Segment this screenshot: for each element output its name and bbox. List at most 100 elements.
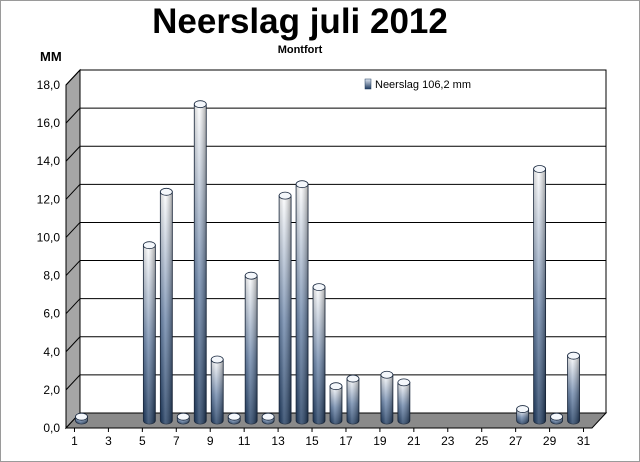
bar xyxy=(193,100,207,425)
bar-top xyxy=(567,351,580,360)
x-tick-label: 13 xyxy=(271,434,285,448)
bar-top xyxy=(210,355,224,364)
bar-top xyxy=(346,374,360,383)
y-tick-label: 8,0 xyxy=(43,269,60,283)
legend: Neerslag 106,2 mm xyxy=(364,78,471,91)
y-tick-label: 4,0 xyxy=(43,345,60,359)
bar-top xyxy=(533,165,547,173)
bar-shade xyxy=(143,245,156,424)
legend-label: Neerslag 106,2 mm xyxy=(375,79,471,91)
bar-top xyxy=(295,180,309,189)
y-tick-label: 0,0 xyxy=(43,421,60,435)
bar-shade xyxy=(211,359,224,424)
bar-shade xyxy=(245,275,258,424)
x-tick-label: 5 xyxy=(139,434,146,448)
x-tick-label: 25 xyxy=(475,434,489,448)
grid-line xyxy=(65,69,81,86)
x-tick-label: 31 xyxy=(577,434,591,448)
bar-top xyxy=(142,241,156,250)
bar-shade xyxy=(313,287,326,424)
y-tick-label: 6,0 xyxy=(43,307,60,321)
bar-shade xyxy=(160,191,173,424)
bar xyxy=(210,355,224,425)
bar-shade xyxy=(567,355,580,424)
y-tick-label: 2,0 xyxy=(43,383,60,397)
grid-line xyxy=(65,222,81,238)
bar-top xyxy=(176,412,190,421)
x-tick-label: 17 xyxy=(339,434,353,448)
bar-top xyxy=(159,187,173,196)
bar-shade xyxy=(330,386,342,424)
bar-shade xyxy=(516,409,529,424)
x-tick-label: 11 xyxy=(238,434,251,448)
bar xyxy=(75,412,88,425)
bar-top xyxy=(397,378,411,387)
bar-top xyxy=(550,412,563,421)
bar-top xyxy=(278,191,292,200)
x-tick-label: 7 xyxy=(173,434,180,448)
y-tick-label: 10,0 xyxy=(37,230,61,244)
x-tick-label: 19 xyxy=(373,434,387,448)
grid-line xyxy=(65,298,81,315)
bar-top xyxy=(244,271,258,280)
x-tick-label: 1 xyxy=(71,434,78,448)
y-tick-label: 14,0 xyxy=(37,154,61,168)
bar-top xyxy=(329,382,343,391)
bar xyxy=(261,412,275,425)
y-tick-labels: 0,0 2,0 4,0 6,0 8,0 10,0 12,0 14,0 16,0 18,0 xyxy=(37,78,61,435)
grid-line xyxy=(65,374,81,391)
bar-top xyxy=(227,412,241,421)
bar xyxy=(550,412,563,425)
grid-line xyxy=(65,336,81,353)
bar xyxy=(312,283,326,425)
grid-line xyxy=(65,183,81,200)
bar-shade xyxy=(346,378,359,424)
bar-shade xyxy=(380,374,393,424)
x-tick-label: 9 xyxy=(207,434,214,448)
bar-top xyxy=(261,412,275,421)
bar xyxy=(278,191,292,425)
grid-line xyxy=(65,260,81,276)
bar-shade xyxy=(194,104,207,424)
bar-shade xyxy=(279,195,292,424)
bar xyxy=(159,187,173,425)
bar xyxy=(397,378,411,425)
chart-title: Neerslag juli 2012 xyxy=(152,2,448,41)
bar-top xyxy=(516,405,530,413)
bar xyxy=(516,405,530,425)
side-wall xyxy=(65,68,81,430)
y-tick-label: 18,0 xyxy=(37,78,61,92)
x-tick-label: 15 xyxy=(305,434,319,448)
y-tick-label: 16,0 xyxy=(37,116,61,130)
chart-subtitle: Montfort xyxy=(277,44,323,56)
bar xyxy=(227,412,241,425)
bar xyxy=(346,374,360,425)
bar xyxy=(533,165,547,425)
bar xyxy=(244,271,258,425)
bar-top xyxy=(75,412,88,421)
bar-top xyxy=(380,370,394,379)
y-axis-label: MM xyxy=(40,49,62,64)
bar-top xyxy=(193,100,207,109)
bar xyxy=(142,241,156,425)
bar xyxy=(295,180,309,425)
bars xyxy=(75,100,580,425)
x-tick-label: 29 xyxy=(543,434,557,448)
grid-line xyxy=(65,145,81,162)
bar xyxy=(567,351,580,425)
bar-shade xyxy=(533,168,546,424)
back-wall xyxy=(79,69,607,414)
bar xyxy=(176,412,190,425)
bar xyxy=(329,382,343,425)
bar-top xyxy=(312,283,326,292)
x-tick-label: 3 xyxy=(105,434,112,448)
bar xyxy=(380,370,394,425)
grid-line xyxy=(65,107,81,124)
bar-shade xyxy=(397,382,410,424)
bar-shade xyxy=(296,184,309,424)
x-tick-labels: 1 3 5 7 9 11 13 15 17 19 21 23 25 27 29 31 xyxy=(71,428,591,448)
x-tick-label: 27 xyxy=(509,434,523,448)
x-tick-label: 21 xyxy=(407,434,421,448)
legend-swatch xyxy=(364,78,372,90)
